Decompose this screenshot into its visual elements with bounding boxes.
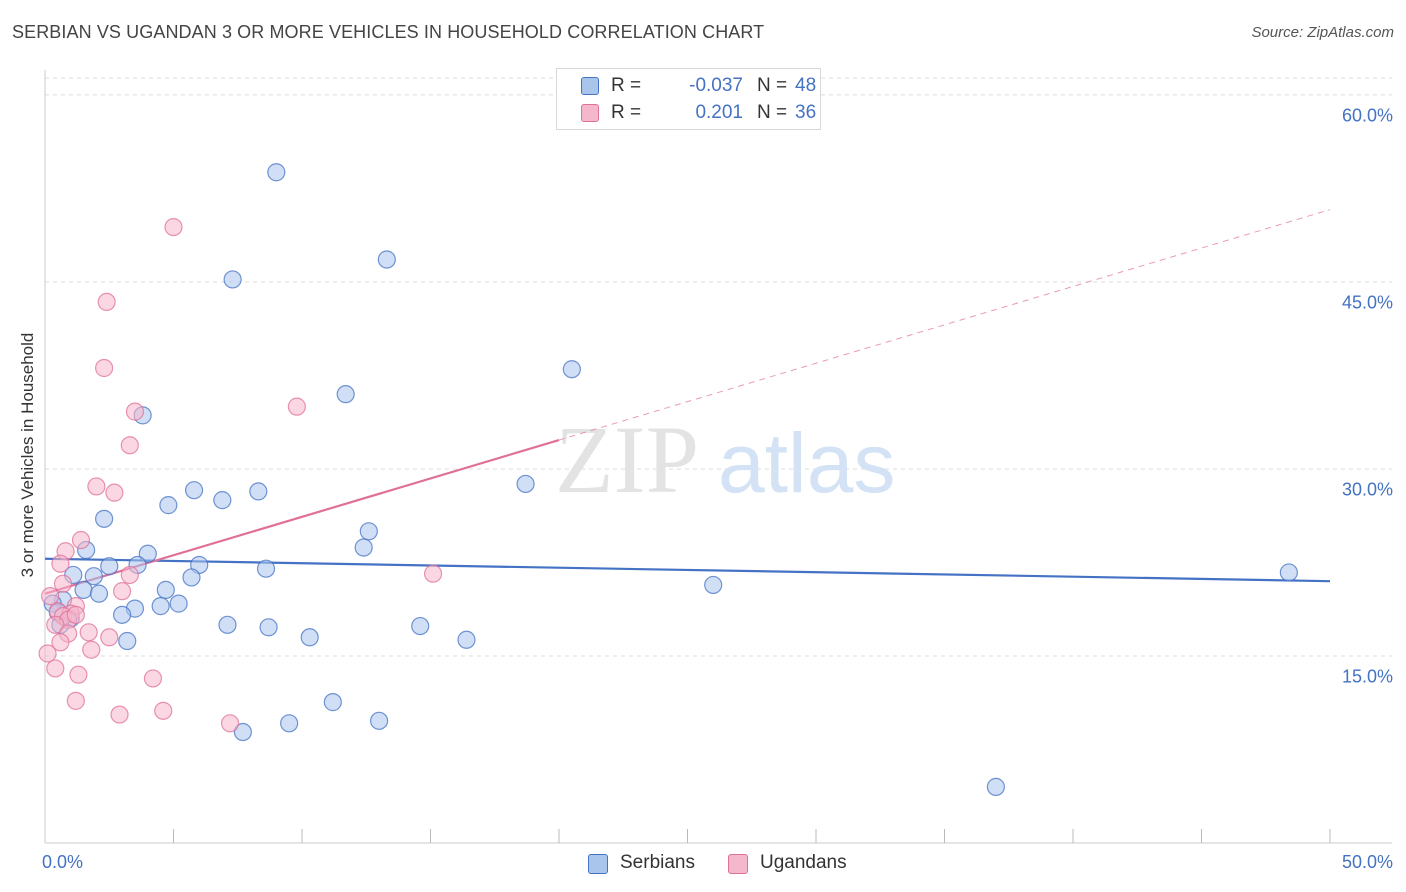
- point-serbians: [704, 575, 723, 595]
- trend-line-extension-ugandans: [558, 209, 1331, 441]
- legend-n-label: N =: [757, 102, 788, 123]
- trend-line-serbians: [44, 557, 1331, 583]
- legend-swatch-ugandans: [728, 854, 748, 874]
- point-serbians: [256, 559, 276, 578]
- point-ugandans: [154, 701, 173, 720]
- point-ugandans: [46, 615, 65, 634]
- point-serbians: [249, 482, 268, 501]
- point-serbians: [112, 605, 132, 624]
- data-points: [38, 163, 1298, 796]
- legend-n-value: 36: [795, 102, 817, 123]
- legend-swatch-ugandans: [581, 104, 599, 122]
- legend-n-label: N =: [757, 75, 788, 96]
- watermark: ZIP atlas: [555, 406, 895, 513]
- point-serbians: [84, 567, 103, 586]
- point-serbians: [411, 616, 430, 636]
- axes: [44, 70, 1392, 844]
- point-serbians: [359, 522, 378, 541]
- point-ugandans: [41, 587, 60, 606]
- point-serbians: [151, 597, 170, 616]
- watermark-atlas: atlas: [718, 416, 895, 510]
- point-ugandans: [53, 574, 73, 593]
- point-ugandans: [125, 402, 145, 421]
- point-serbians: [516, 474, 535, 494]
- point-serbians: [336, 385, 355, 404]
- point-serbians: [223, 270, 242, 289]
- point-ugandans: [120, 436, 139, 455]
- point-ugandans: [38, 644, 57, 663]
- point-serbians: [182, 568, 201, 587]
- point-serbians: [118, 631, 137, 651]
- x-tick-max: 50.0%: [1341, 852, 1393, 872]
- point-serbians: [100, 557, 119, 576]
- legend-swatch-serbians: [581, 77, 599, 95]
- chart-source: Source: ZipAtlas.com: [1251, 24, 1394, 41]
- point-serbians: [1279, 563, 1298, 582]
- point-ugandans: [79, 623, 98, 642]
- point-serbians: [267, 163, 286, 182]
- point-serbians: [280, 714, 299, 733]
- point-ugandans: [87, 477, 106, 496]
- point-ugandans: [97, 292, 116, 311]
- point-ugandans: [112, 582, 132, 601]
- point-ugandans: [51, 554, 70, 573]
- y-tick-label: 45.0%: [1341, 292, 1393, 313]
- point-serbians: [95, 509, 114, 528]
- point-ugandans: [423, 564, 443, 583]
- point-serbians: [169, 594, 188, 613]
- point-ugandans: [120, 565, 139, 585]
- point-ugandans: [51, 633, 70, 652]
- point-ugandans: [69, 665, 88, 684]
- point-serbians: [89, 584, 109, 603]
- legend-r-label: R =: [611, 102, 642, 123]
- point-ugandans: [66, 605, 85, 624]
- y-tick-label: 60.0%: [1341, 105, 1393, 126]
- point-ugandans: [105, 483, 124, 502]
- grid-lines: [45, 77, 1392, 657]
- legend-label-serbians: Serbians: [620, 852, 695, 873]
- point-serbians: [259, 618, 278, 637]
- point-serbians: [184, 481, 204, 500]
- point-serbians: [457, 630, 476, 649]
- point-serbians: [323, 693, 342, 712]
- point-ugandans: [66, 691, 85, 710]
- point-serbians: [300, 628, 319, 647]
- point-serbians: [213, 491, 232, 510]
- point-serbians: [159, 496, 178, 515]
- point-serbians: [354, 538, 373, 557]
- point-serbians: [74, 580, 93, 600]
- point-serbians: [377, 250, 396, 269]
- watermark-zip: ZIP: [555, 406, 699, 513]
- point-serbians: [370, 711, 389, 730]
- trend-lines: [44, 209, 1331, 595]
- legend-r-value: -0.037: [689, 75, 743, 96]
- point-serbians: [986, 777, 1006, 796]
- point-serbians: [156, 580, 175, 600]
- point-ugandans: [220, 714, 240, 733]
- y-tick-label: 15.0%: [1341, 666, 1393, 687]
- point-ugandans: [46, 659, 65, 678]
- point-ugandans: [71, 530, 91, 550]
- stats-legend: R = -0.037 N = 48 R = 0.201 N = 36: [556, 68, 821, 130]
- legend-r-label: R =: [611, 75, 642, 96]
- point-ugandans: [143, 669, 163, 688]
- point-serbians: [218, 615, 237, 634]
- point-ugandans: [100, 628, 119, 647]
- x-tick-min: 0.0%: [42, 852, 84, 872]
- legend-swatch-serbians: [588, 854, 608, 874]
- chart-title: SERBIAN VS UGANDAN 3 OR MORE VEHICLES IN…: [12, 22, 765, 42]
- legend-label-ugandans: Ugandans: [760, 852, 847, 873]
- point-serbians: [562, 360, 581, 379]
- point-ugandans: [164, 217, 183, 237]
- point-ugandans: [287, 397, 306, 416]
- point-ugandans: [82, 640, 101, 659]
- y-tick-label: 30.0%: [1341, 479, 1393, 500]
- point-serbians: [138, 544, 157, 563]
- legend-n-value: 48: [795, 75, 817, 96]
- point-ugandans: [95, 358, 114, 378]
- point-ugandans: [110, 705, 129, 724]
- point-serbians: [233, 722, 252, 742]
- legend-r-value: 0.201: [695, 102, 743, 123]
